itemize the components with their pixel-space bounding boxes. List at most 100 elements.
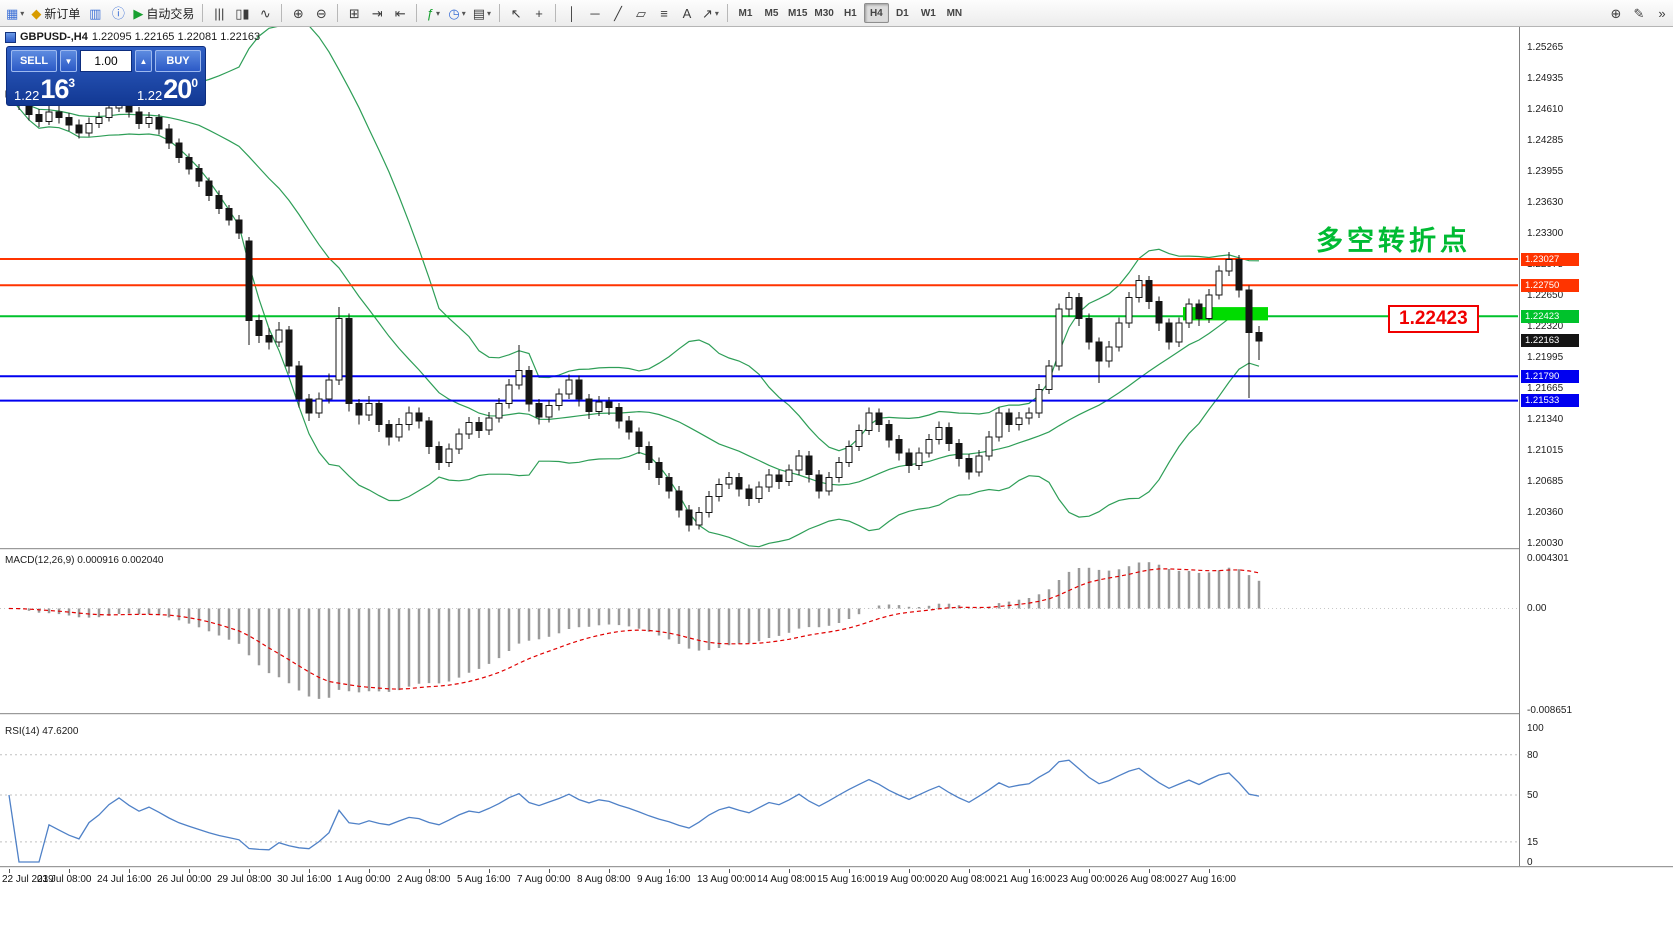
tile-windows-button[interactable]: ⊞ [343,2,365,24]
bar-chart-button[interactable]: ||| [208,2,230,24]
line-chart-button[interactable]: ∿ [254,2,276,24]
draw-button[interactable]: ✎ [1628,2,1650,24]
rsi-plot[interactable] [0,716,1518,866]
vertical-line-button[interactable]: │ [561,2,583,24]
new-order-icon: ◆ [31,5,42,21]
tf-h1-button[interactable]: H1 [843,7,857,19]
auto-scroll-button[interactable]: ⇥ [366,2,388,24]
time-tick [369,869,370,873]
main-chart-pane[interactable] [0,27,1518,548]
time-scale-label: 2 Aug 08:00 [397,874,451,885]
pane-divider[interactable] [0,713,1673,716]
chart-ohlc-values: 1.22095 1.22165 1.22081 1.22163 [91,31,261,43]
data-window-button[interactable]: ⓘ [107,2,129,24]
pane-divider[interactable] [0,866,1673,869]
cursor-button[interactable]: ↖ [505,2,527,24]
templates-button[interactable]: ▤ ▾ [470,2,494,24]
turning-point-annotation[interactable]: 多空转折点 [1316,226,1471,256]
time-axis[interactable]: 22 Jul 2019 23 Jul 08:00 24 Jul 16:00 26 Ju… [0,869,1518,895]
tf-d1-button[interactable]: D1 [895,7,909,19]
auto-trading-button[interactable]: ▶ 自动交易 [130,2,197,24]
pane-divider[interactable] [0,548,1673,551]
buy-price: 1.22 20 0 [137,76,198,103]
periods-icon: ◷ [448,5,460,21]
time-tick [1209,869,1210,873]
sell-price-big: 16 [40,74,69,104]
time-scale-label: 14 Aug 08:00 [757,874,816,885]
tf-m15-button[interactable]: M15 [787,7,808,19]
toolbar-separator [555,4,557,22]
sell-button[interactable]: SELL [11,50,57,72]
time-scale-label: 24 Jul 16:00 [97,874,152,885]
new-chart-button[interactable]: ▦ ▾ [3,2,27,24]
tf-m30-button[interactable]: M30 [814,7,834,19]
periods-button[interactable]: ◷ ▾ [445,2,468,24]
price-scale-label: 1.22320 [1527,321,1564,333]
candlestick-plot[interactable] [0,27,1518,548]
magnifier-button[interactable]: ⊕ [1605,2,1627,24]
price-scale-label: 1.20030 [1527,538,1564,549]
time-scale-label: 22 Jul 2019 [2,874,54,885]
time-scale-label: 29 Jul 08:00 [217,874,272,885]
price-scale-label: 1.23300 [1527,228,1564,240]
tf-h4-button[interactable]: H4 [863,3,889,23]
volume-increase-button[interactable]: ▲ [135,50,152,72]
price-scale-label: 1.20685 [1527,475,1564,487]
overflow-button[interactable]: » [1651,2,1673,24]
crosshair-button[interactable]: + [528,2,550,24]
current-price-tag: 1.22163 [1521,334,1579,348]
time-tick [549,869,550,873]
time-scale-label: 1 Aug 00:00 [337,874,391,885]
zoom-out-button[interactable]: ⊖ [310,2,332,24]
chevron-down-icon: ▾ [487,8,492,18]
zoom-in-button[interactable]: ⊕ [287,2,309,24]
sell-price-prefix: 1.22 [14,88,40,103]
rsi-scale-label: 80 [1527,749,1539,761]
charts-profile-button[interactable]: ▥ [84,2,106,24]
price-scale-label: 1.24935 [1527,73,1564,85]
macd-pane[interactable] [0,551,1518,713]
tf-m5-button[interactable]: M5 [764,7,779,19]
fibonacci-button[interactable]: ≡ [653,2,675,24]
horizontal-line-button[interactable]: ─ [584,2,606,24]
time-tick [909,869,910,873]
new-order-button[interactable]: ◆ 新订单 [28,2,83,24]
time-tick [189,869,190,873]
rsi-label: RSI(14) 47.6200 [5,726,79,737]
arrows-button[interactable]: ↗ ▾ [699,2,722,24]
indicators-button[interactable]: ƒ ▾ [422,2,444,24]
main-toolbar: ▦ ▾ ◆ 新订单 ▥ ⓘ ▶ 自动交易 ||| ▯▮ ∿ ⊕ ⊖ ⊞ ⇥ ⇤ ƒ ▾ ◷ ▾ ▤ ▾ ↖ + │ ─ ╱ ▱ ≡ A ↗ ▾… [0,0,1673,27]
vertical-line-icon: │ [567,5,577,21]
chevron-down-icon: ▾ [461,8,466,18]
tf-mn-button[interactable]: MN [946,7,963,19]
price-scale-label: 1.24285 [1527,134,1564,146]
macd-plot[interactable] [0,551,1518,713]
trendline-icon: ╱ [614,5,622,21]
price-scale-label: 1.21015 [1527,444,1564,456]
macd-scale-label: 0.004301 [1527,553,1569,564]
rsi-pane[interactable] [0,716,1518,866]
tf-m1-button[interactable]: M1 [738,7,753,19]
time-tick [249,869,250,873]
tf-w1-button[interactable]: W1 [920,7,936,19]
trendline-button[interactable]: ╱ [607,2,629,24]
buy-button[interactable]: BUY [155,50,201,72]
chart-shift-button[interactable]: ⇤ [389,2,411,24]
text-button[interactable]: A [676,2,698,24]
channel-button[interactable]: ▱ [630,2,652,24]
price-callout[interactable]: 1.22423 [1388,305,1479,333]
volume-decrease-button[interactable]: ▼ [60,50,77,72]
price-axis[interactable]: 1.25265 1.24935 1.24610 1.24285 1.23955 1.236… [1519,27,1673,868]
charts-profile-icon: ▥ [89,5,102,21]
price-scale-label: 1.21340 [1527,413,1564,425]
new-chart-icon: ▦ [6,5,19,21]
time-tick [969,869,970,873]
candlestick-chart-button[interactable]: ▯▮ [231,2,253,24]
sell-price-sup: 3 [68,76,76,90]
indicators-icon: ƒ [426,5,434,21]
time-scale-label: 20 Aug 08:00 [937,874,996,885]
volume-input[interactable] [80,50,132,72]
line-chart-icon: ∿ [259,5,271,21]
overflow-icon: » [1658,5,1666,21]
time-tick [729,869,730,873]
